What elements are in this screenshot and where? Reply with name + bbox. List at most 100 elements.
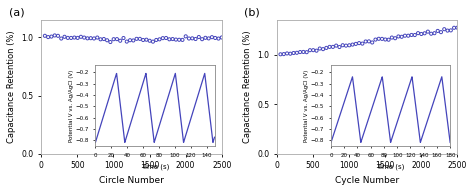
Point [129,39,137,42]
Point [169,37,176,41]
Point [300,50,307,53]
Point [349,43,356,46]
Point [454,26,461,29]
Point [290,51,297,55]
Point [100,37,108,41]
Point [136,37,144,40]
Point [352,42,360,46]
Point [332,44,340,47]
Point [362,40,369,43]
Point [392,37,399,40]
Point [286,52,294,55]
Point [303,51,310,54]
Point [198,38,206,41]
Point [408,33,415,36]
Point [162,36,170,40]
Point [388,36,396,39]
Point [437,31,445,34]
Point [346,44,353,47]
Point [153,38,160,41]
Point [90,37,98,40]
Point [421,32,428,35]
Point [208,36,216,39]
Point [41,34,49,37]
Point [450,26,458,29]
Point [139,38,147,41]
Point [296,50,304,54]
Point [277,53,284,56]
Point [77,35,85,38]
Point [71,36,78,39]
Point [322,46,330,49]
Point [201,36,209,39]
Point [205,37,212,40]
Point [133,37,140,40]
Point [418,32,425,36]
Point [283,52,291,55]
Point [365,40,373,43]
Point [372,38,379,41]
Point [47,35,55,38]
Point [434,29,441,32]
Point [149,40,157,43]
Point [146,39,154,42]
Point [398,35,405,38]
Point [120,36,128,40]
Point [143,38,150,41]
Point [293,51,301,54]
Point [218,36,226,39]
Point [310,49,317,52]
Point [61,35,68,38]
Point [431,32,438,35]
X-axis label: Circle Number: Circle Number [99,176,164,185]
Point [329,45,337,48]
Point [411,33,419,36]
Point [395,35,402,38]
Point [440,28,448,31]
Text: (a): (a) [9,7,24,17]
Point [280,53,288,56]
Point [175,38,183,41]
Point [401,34,409,37]
Point [414,32,422,35]
Text: (b): (b) [245,7,260,17]
Point [179,38,186,41]
Point [385,38,392,41]
Point [404,34,412,37]
Point [51,34,58,37]
Y-axis label: Capacitance Retention (%): Capacitance Retention (%) [7,31,16,143]
Point [81,36,88,39]
Point [172,38,180,41]
Point [107,41,114,44]
Point [182,35,190,38]
Point [54,34,62,37]
Point [185,37,193,40]
Point [45,36,52,39]
Point [368,41,376,44]
Point [359,42,366,45]
Point [316,47,324,50]
Point [156,38,164,41]
Point [126,39,134,42]
Point [326,45,333,48]
Point [84,37,91,40]
Point [424,30,432,33]
Point [113,38,121,41]
Point [110,38,118,41]
Point [313,49,320,52]
Point [378,37,386,41]
Point [159,37,166,40]
Point [57,37,65,40]
Point [375,37,383,40]
Point [382,38,389,41]
Point [339,44,346,47]
Point [93,36,101,39]
Point [447,29,455,32]
Point [67,36,75,40]
Point [103,39,111,42]
Point [356,42,363,45]
Point [192,37,200,41]
Point [215,37,222,40]
Point [444,29,451,32]
Point [74,36,82,39]
